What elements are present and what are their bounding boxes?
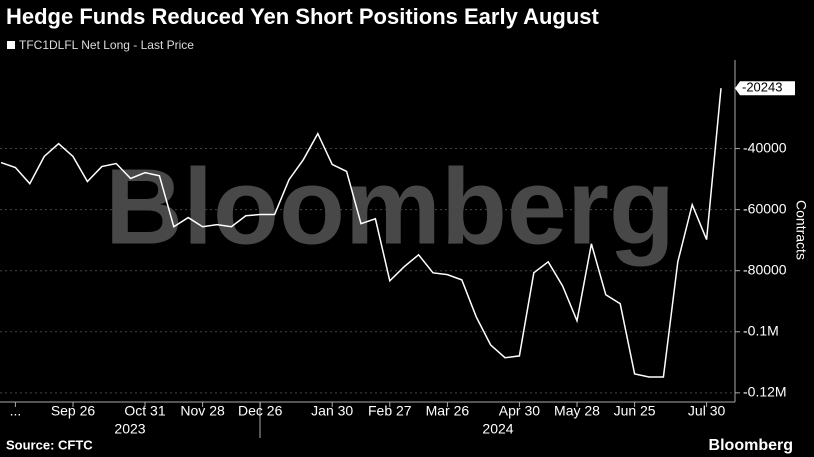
x-tick-label: ... xyxy=(10,403,22,419)
x-tick-label: Jul 30 xyxy=(688,403,726,419)
brand: Bloomberg xyxy=(709,437,793,454)
watermark: Bloomberg xyxy=(105,146,675,267)
x-tick-label: Jun 25 xyxy=(614,403,656,419)
x-tick-label: Nov 28 xyxy=(180,403,225,419)
last-price-label: -20243 xyxy=(742,80,782,95)
y-tick-label: -40000 xyxy=(743,139,787,155)
legend-label: TFC1DLFL Net Long - Last Price xyxy=(19,38,194,52)
plot: -40000 -60000 -80000 -0.1M -0.12M... Sep 26 Oc… xyxy=(0,80,795,419)
x-tick-label: Sep 26 xyxy=(51,403,96,419)
x-tick-label: Apr 30 xyxy=(499,403,540,419)
x-tick-label: Feb 27 xyxy=(368,403,412,419)
year-label: 2023 xyxy=(114,421,145,437)
y-tick-label: -0.12M xyxy=(743,384,787,400)
y-axis-title: Contracts xyxy=(793,200,809,260)
chart-title: Hedge Funds Reduced Yen Short Positions … xyxy=(6,4,600,29)
x-tick-label: Mar 26 xyxy=(426,403,470,419)
source: Source: CFTC xyxy=(6,437,93,452)
year-label: 2024 xyxy=(482,421,513,437)
y-tick-label: -60000 xyxy=(743,200,787,216)
legend-swatch xyxy=(7,41,15,49)
last-price-pointer xyxy=(735,81,795,96)
x-tick-label: Oct 31 xyxy=(124,403,165,419)
x-tick-label: Jan 30 xyxy=(311,403,353,419)
line xyxy=(0,88,722,378)
y-tick-label: -0.1M xyxy=(743,322,779,338)
x-tick-label: May 28 xyxy=(554,403,600,419)
y-tick-label: -80000 xyxy=(743,261,787,277)
x-tick-label: Dec 26 xyxy=(238,403,283,419)
